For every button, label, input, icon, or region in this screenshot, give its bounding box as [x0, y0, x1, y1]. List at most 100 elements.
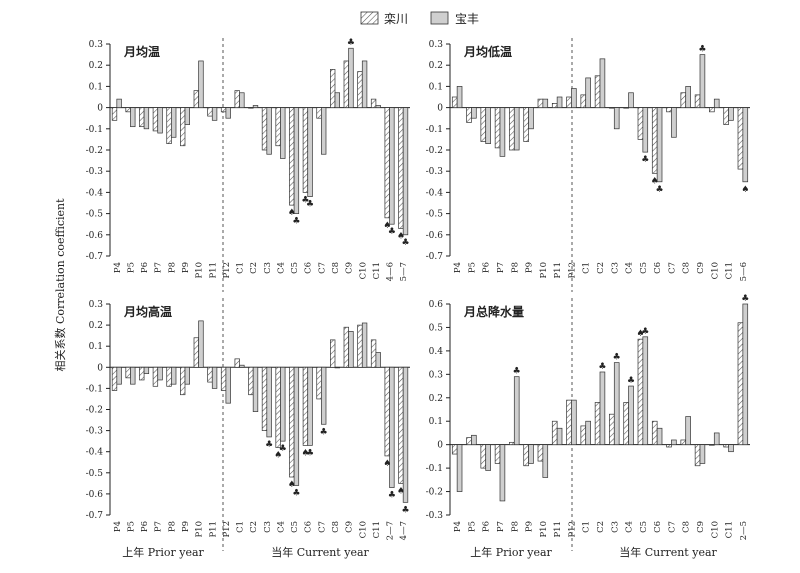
x-tick-label: P6 [140, 521, 150, 532]
x-tick-label: C7 [317, 262, 327, 274]
significance-marker: ♠ [274, 450, 282, 460]
bar-luanchuan [220, 107, 227, 113]
y-tick-label: -0.2 [426, 488, 443, 498]
significance-marker: ♣ [301, 195, 309, 205]
bar-baofeng [252, 366, 259, 412]
bar-luanchuan [289, 366, 295, 478]
x-tick-label: C3 [263, 262, 273, 274]
x-tick-label: C7 [667, 262, 677, 274]
panel-total-precipitation: 0.6 0.5 0.4 0.3 0.2 0.1 0 -0.1 -0.2 -0.3 月总降水量 P4 P5… [426, 294, 750, 551]
x-tick-label: C10 [710, 262, 720, 279]
bar-baofeng [157, 366, 163, 381]
bar-baofeng [699, 444, 706, 464]
x-group-label-prior-right: 上年 Prior year [470, 545, 552, 559]
legend-label-baofeng: 宝丰 [455, 12, 479, 26]
x-tick-label: P10 [195, 521, 205, 538]
x-tick-label: C11 [372, 262, 382, 279]
panel-title: 月均高温 [123, 304, 172, 319]
y-tick-label: 0.1 [429, 417, 443, 427]
bar-baofeng [728, 444, 734, 453]
significance-marker: ♣ [347, 38, 355, 48]
bar-baofeng [348, 331, 354, 368]
bar-luanchuan [666, 444, 672, 448]
bar-baofeng [184, 366, 190, 385]
bar-baofeng [485, 107, 491, 144]
x-tick-label: C11 [725, 521, 735, 538]
bar-baofeng [499, 444, 506, 502]
bar-luanchuan [289, 107, 295, 206]
bar-luanchuan [509, 441, 515, 446]
legend-label-luanchuan: 栾川 [384, 11, 408, 26]
significance-marker: ♣ [627, 376, 635, 386]
bar-baofeng [528, 107, 534, 130]
y-tick-label: 0 [97, 363, 103, 373]
significance-marker: ♠ [288, 208, 296, 218]
bar-baofeng [211, 366, 218, 389]
x-tick-label: P12 [222, 262, 232, 279]
panel-title: 月均低温 [463, 44, 512, 59]
y-tick-label: 0.2 [89, 61, 103, 71]
bar-luanchuan [666, 107, 672, 113]
y-tick-label: -0.3 [86, 167, 104, 177]
bar-baofeng [321, 366, 327, 425]
x-tick-label: C5 [290, 262, 300, 274]
bar-baofeng [585, 77, 591, 108]
x-group-label-current-right: 当年 Current year [619, 545, 717, 559]
significance-marker: ♣ [598, 362, 606, 372]
bar-baofeng [171, 107, 177, 138]
bar-luanchuan [125, 366, 131, 379]
bar-luanchuan [330, 69, 336, 108]
x-tick-label: P12 [222, 521, 232, 538]
x-tick-label: C8 [331, 521, 341, 533]
bar-baofeng [699, 54, 706, 108]
x-tick-label: C6 [304, 262, 314, 274]
x-tick-label: P7 [496, 262, 506, 273]
bar-baofeng [471, 107, 477, 119]
y-tick-label: 0.1 [429, 82, 443, 92]
y-tick-label: 0.6 [429, 300, 444, 310]
panel-mean-temperature: 0.3 0.2 0.1 0 -0.1 -0.2 -0.3 -0.4 -0.5 -0.6 -0.7 月均… [86, 38, 410, 292]
bar-luanchuan [357, 324, 363, 368]
bar-baofeng [293, 366, 300, 486]
x-tick-label: C8 [682, 262, 692, 274]
bar-baofeng [713, 432, 720, 446]
x-tick-label: C1 [582, 521, 592, 533]
bar-luanchuan [709, 444, 715, 446]
bar-baofeng [402, 366, 409, 503]
bar-luanchuan [261, 107, 268, 151]
y-tick-label: -0.7 [86, 252, 104, 262]
bar-baofeng [685, 86, 691, 108]
bar-luanchuan [680, 439, 687, 446]
x-tick-label: P10 [539, 521, 549, 538]
bar-luanchuan [609, 413, 615, 446]
significance-marker: ♠ [383, 459, 391, 469]
bar-luanchuan [494, 444, 501, 464]
bar-baofeng [542, 444, 549, 478]
x-tick-label: C2 [596, 262, 606, 274]
bar-luanchuan [637, 107, 644, 140]
bar-luanchuan [537, 444, 544, 462]
x-tick-label: P4 [113, 521, 123, 532]
x-tick-label: 2—7 [386, 521, 396, 540]
y-tick-label: -0.5 [86, 210, 104, 220]
x-tick-label: P10 [195, 262, 205, 279]
panel-mean-min-temperature: 0.3 0.2 0.1 0 -0.1 -0.2 -0.3 -0.4 -0.5 -0.6 -0.7 月均… [426, 38, 750, 292]
bar-luanchuan [523, 444, 529, 467]
significance-marker: ♣ [292, 488, 300, 498]
y-tick-label: 0.3 [89, 300, 104, 310]
bar-baofeng [742, 303, 749, 446]
y-tick-label: 0.3 [429, 40, 444, 50]
y-tick-label: 0.3 [429, 370, 444, 380]
bar-baofeng [728, 107, 734, 121]
bar-baofeng [613, 362, 620, 446]
y-tick-label: 0 [97, 104, 103, 114]
bar-baofeng [293, 107, 300, 214]
x-tick-label: C4 [276, 262, 286, 274]
bar-baofeng [456, 86, 463, 108]
bar-luanchuan [609, 107, 615, 109]
bar-luanchuan [357, 71, 363, 108]
bar-baofeng [599, 371, 606, 446]
bar-luanchuan [193, 90, 199, 108]
significance-marker: ♣ [641, 155, 649, 165]
